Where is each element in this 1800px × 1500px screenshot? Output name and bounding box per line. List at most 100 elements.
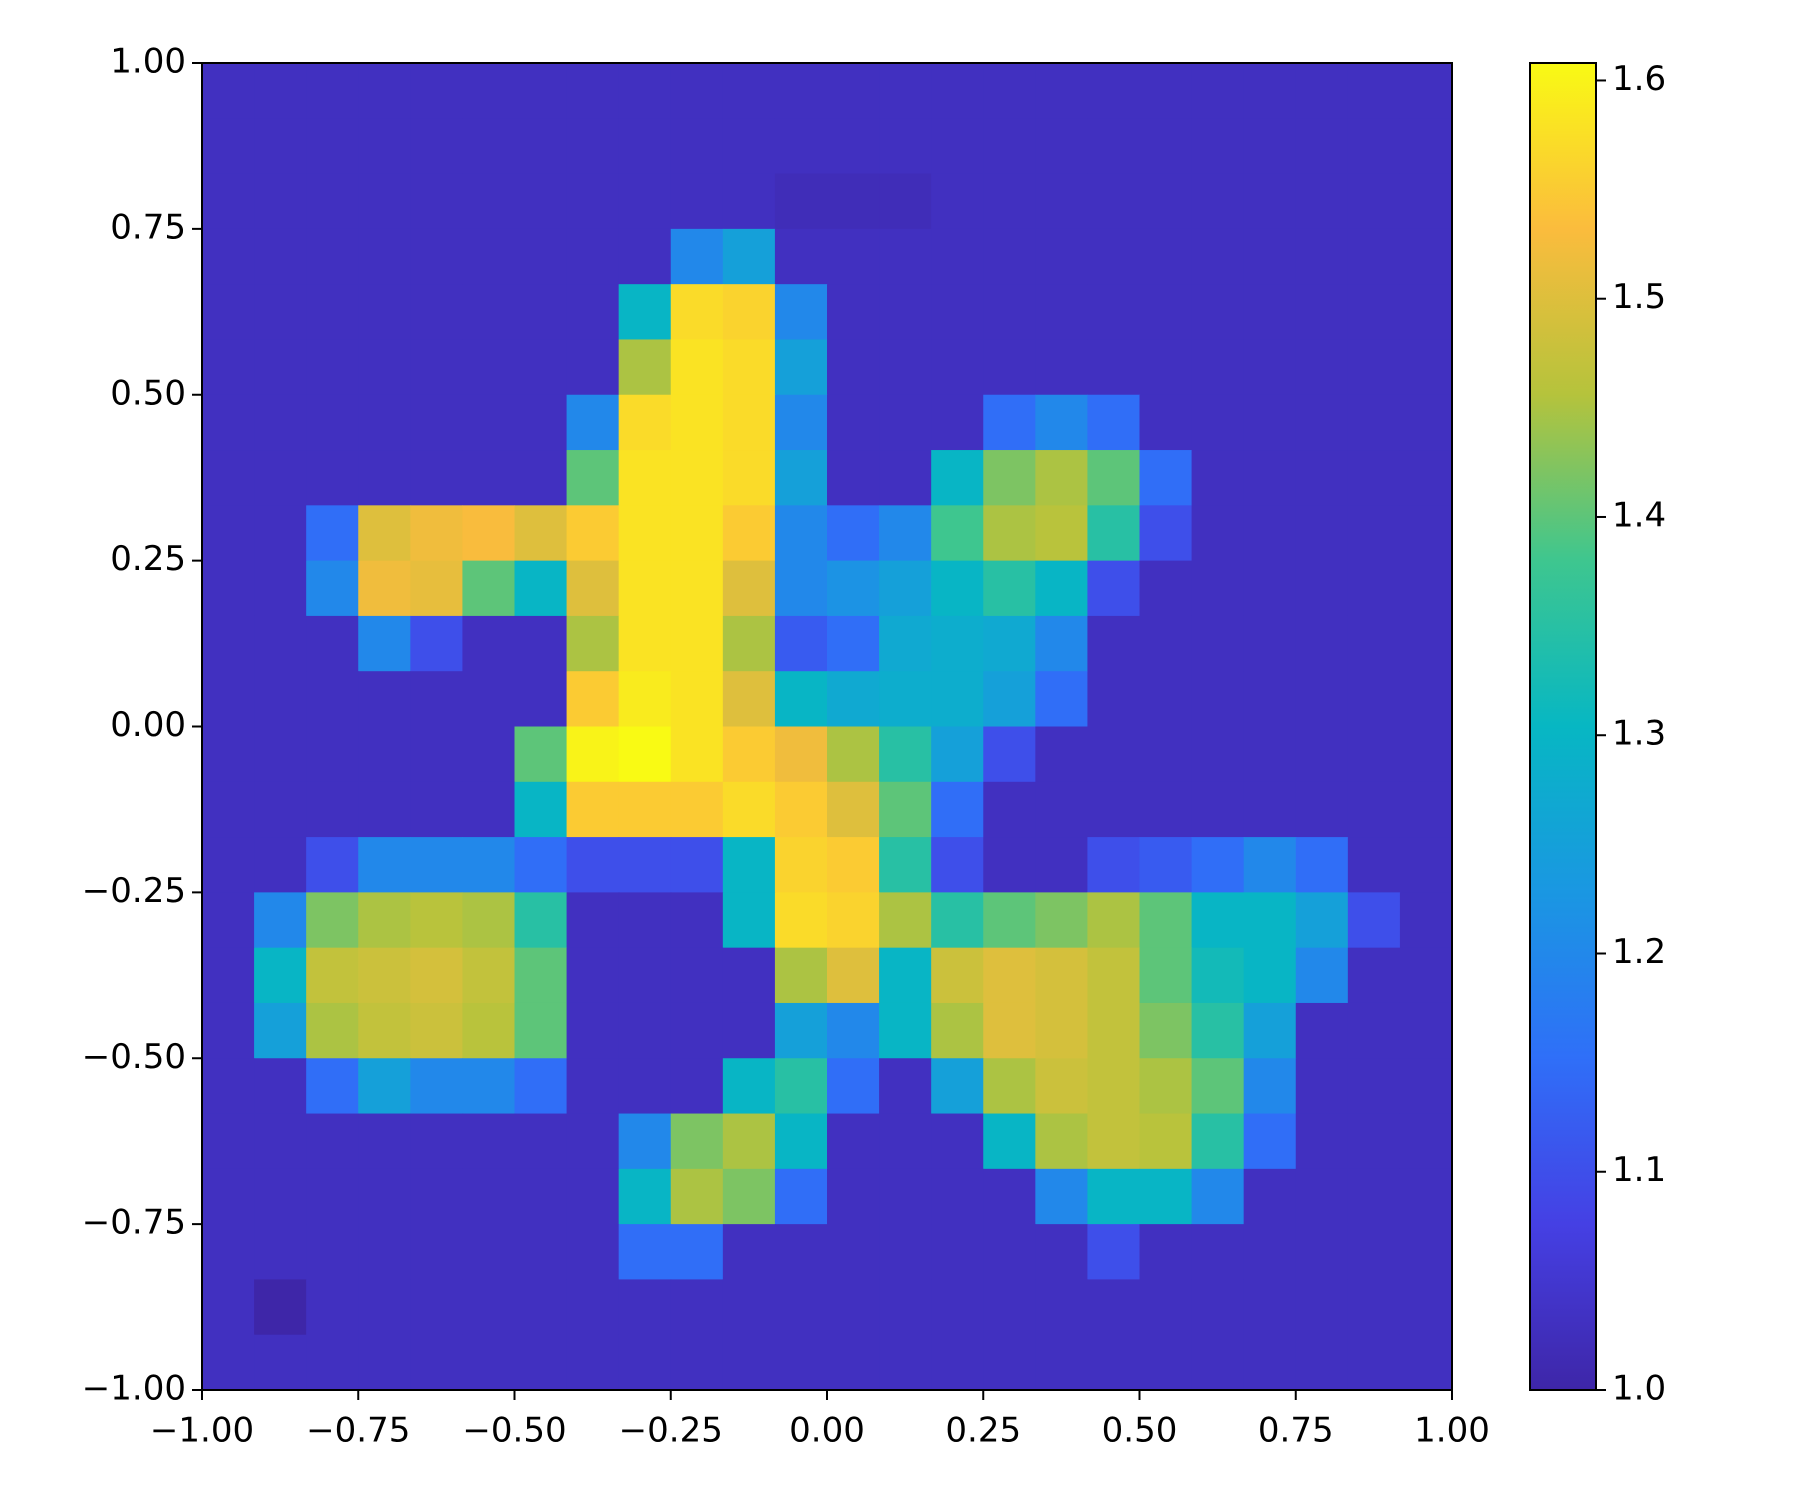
- heatmap-cell: [566, 560, 620, 617]
- heatmap-cell: [1399, 781, 1453, 838]
- heatmap-cell: [306, 505, 359, 562]
- colorbar-tick-label: 1.3: [1612, 714, 1666, 754]
- heatmap-cell: [306, 63, 359, 119]
- heatmap-cell: [254, 892, 307, 949]
- heatmap-cell: [827, 892, 880, 949]
- heatmap-cell: [514, 1002, 568, 1059]
- heatmap-cell: [410, 892, 464, 949]
- heatmap-cell: [618, 892, 672, 949]
- heatmap-cell: [618, 671, 672, 728]
- heatmap-cell: [879, 947, 932, 1004]
- heatmap-cell: [202, 1224, 255, 1281]
- heatmap-cell: [202, 1168, 255, 1225]
- heatmap-cell: [1087, 1002, 1141, 1059]
- heatmap-cell: [1347, 284, 1401, 341]
- heatmap-cell: [514, 947, 568, 1004]
- heatmap-cell: [358, 1002, 411, 1059]
- heatmap-cell: [774, 1334, 828, 1391]
- heatmap-cell: [670, 505, 724, 562]
- heatmap-cell: [566, 173, 620, 230]
- heatmap-cell: [306, 228, 359, 285]
- heatmap-cell: [1139, 1334, 1193, 1391]
- heatmap-cell: [254, 1334, 307, 1391]
- heatmap-cell: [410, 1058, 464, 1115]
- heatmap-cell: [879, 1334, 932, 1391]
- heatmap-cell: [1399, 63, 1453, 119]
- heatmap-cell: [358, 947, 411, 1004]
- colorbar-tick-label: 1.2: [1612, 932, 1666, 972]
- heatmap-cell: [514, 1168, 568, 1225]
- heatmap-cell: [1139, 1279, 1193, 1336]
- heatmap-cell: [254, 781, 307, 838]
- heatmap-cell: [254, 505, 307, 562]
- heatmap-cell: [1087, 1334, 1141, 1391]
- heatmap-cell: [1347, 228, 1401, 285]
- heatmap-cell: [358, 1168, 411, 1225]
- heatmap-cell: [1347, 892, 1401, 949]
- heatmap-cell: [566, 1334, 620, 1391]
- heatmap-cell: [566, 726, 620, 783]
- heatmap-cell: [514, 228, 568, 285]
- heatmap-cell: [670, 450, 724, 506]
- heatmap-cell: [1087, 837, 1141, 893]
- heatmap-cell: [774, 1279, 828, 1336]
- heatmap-cell: [1087, 671, 1141, 728]
- heatmap-cell: [254, 450, 307, 506]
- heatmap-cell: [670, 837, 724, 893]
- heatmap-cell: [983, 1279, 1036, 1336]
- heatmap-cell: [462, 1113, 516, 1170]
- heatmap-cell: [879, 1168, 932, 1225]
- heatmap-cell: [1035, 1334, 1089, 1391]
- heatmap-cell: [1191, 1058, 1245, 1115]
- heatmap-cell: [358, 1279, 411, 1336]
- heatmap-cell: [1087, 1224, 1141, 1281]
- heatmap-cell: [254, 1002, 307, 1059]
- heatmap-cell: [879, 726, 932, 783]
- heatmap-cell: [1399, 615, 1453, 672]
- heatmap-cell: [722, 450, 776, 506]
- heatmap-cell: [358, 615, 411, 672]
- heatmap-cell: [306, 118, 359, 175]
- heatmap-cell: [722, 118, 776, 175]
- heatmap-cell: [306, 671, 359, 728]
- heatmap-cell: [514, 118, 568, 175]
- heatmap-cell: [879, 671, 932, 728]
- heatmap-cell: [1035, 726, 1089, 783]
- heatmap-cell: [1399, 1224, 1453, 1281]
- heatmap-cell: [1347, 671, 1401, 728]
- heatmap-cell: [983, 173, 1036, 230]
- heatmap-cell: [202, 228, 255, 285]
- heatmap-cell: [254, 947, 307, 1004]
- heatmap-cell: [670, 339, 724, 396]
- heatmap-cell: [202, 947, 255, 1004]
- heatmap-cell: [462, 892, 516, 949]
- heatmap-cell: [306, 284, 359, 341]
- heatmap-cell: [774, 781, 828, 838]
- heatmap-cell: [1087, 173, 1141, 230]
- x-tick-label: 0.25: [945, 1411, 1021, 1451]
- heatmap-cell: [1139, 1058, 1193, 1115]
- heatmap-cell: [514, 173, 568, 230]
- heatmap-cell: [1399, 450, 1453, 506]
- heatmap-cell: [1035, 505, 1089, 562]
- y-tick-label: −0.25: [82, 871, 186, 911]
- heatmap-cell: [358, 228, 411, 285]
- heatmap-cell: [1087, 947, 1141, 1004]
- heatmap-cell: [566, 1224, 620, 1281]
- heatmap-cell: [774, 118, 828, 175]
- heatmap-cell: [1243, 1168, 1297, 1225]
- heatmap-cell: [202, 450, 255, 506]
- heatmap-cell: [983, 1058, 1036, 1115]
- colorbar-tick-label: 1.1: [1612, 1150, 1666, 1190]
- heatmap-cell: [202, 671, 255, 728]
- heatmap-cell: [983, 892, 1036, 949]
- heatmap-cell: [1399, 837, 1453, 893]
- heatmap-cell: [722, 781, 776, 838]
- heatmap-cell: [1139, 615, 1193, 672]
- heatmap-cell: [1399, 505, 1453, 562]
- heatmap-cell: [722, 228, 776, 285]
- heatmap-cell: [1243, 1058, 1297, 1115]
- heatmap-cell: [358, 1334, 411, 1391]
- heatmap-cell: [1347, 781, 1401, 838]
- heatmap-cell: [983, 837, 1036, 893]
